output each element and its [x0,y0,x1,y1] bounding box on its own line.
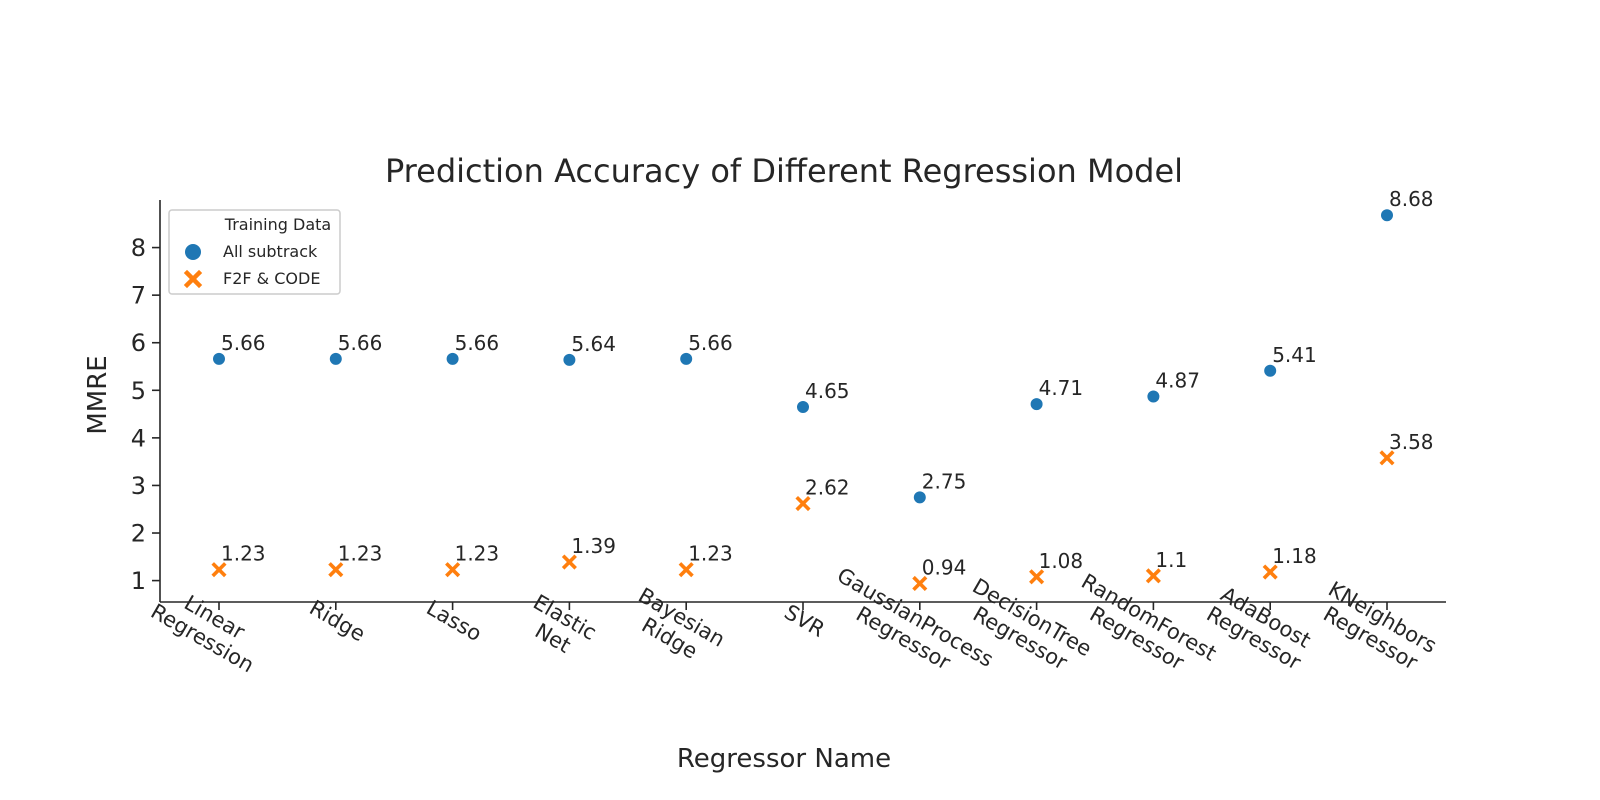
x-axis-label: Regressor Name [677,744,891,774]
point-all-subtrack [912,490,927,505]
data-label: 2.62 [805,476,850,500]
x-marker-stroke [1145,568,1161,584]
data-label: 5.66 [338,331,383,355]
x-marker-stroke [912,575,928,591]
legend: Training Data All subtrack F2F & CODE [168,209,341,295]
x-tick-label: BayesianRidge [622,583,729,672]
point-f2f-code [1145,568,1161,584]
point-f2f-code [912,575,928,591]
point-f2f-code [1029,569,1045,585]
data-label: 5.66 [221,331,266,355]
point-f2f-code [1262,564,1278,580]
x-tick-label: LinearRegression [147,578,270,677]
data-label: 5.66 [455,331,500,355]
y-tick-label: 5 [131,377,146,405]
data-label: 1.23 [688,542,733,566]
data-label: 8.68 [1389,187,1434,211]
x-marker-stroke [678,562,694,578]
point-all-subtrack [212,351,226,366]
data-label: 1.1 [1155,548,1187,572]
y-tick-label: 2 [131,520,146,548]
x-marker-stroke [1379,450,1395,466]
y-ticks: 1 2 3 4 5 6 7 8 [131,234,160,595]
data-label: 2.75 [922,469,967,493]
data-label: 1.23 [221,542,266,566]
legend-entry-label: All subtrack [223,242,318,261]
y-tick-label: 8 [131,234,146,262]
point-f2f-code [328,562,344,578]
data-label: 5.64 [571,332,616,356]
data-label: 1.08 [1039,549,1084,573]
point-all-subtrack [679,351,694,366]
legend-marker-f2f-code [183,269,203,289]
point-f2f-code [795,495,811,512]
data-label: 0.94 [922,555,967,579]
x-marker-stroke [795,495,811,512]
y-tick-label: 1 [131,567,146,595]
y-tick-label: 6 [131,329,146,357]
point-f2f-code [678,562,694,578]
data-label: 4.65 [805,379,850,403]
point-all-subtrack [796,399,810,414]
data-label: 3.58 [1389,430,1434,454]
point-f2f-code [1379,450,1395,466]
x-tick-label: Lasso [422,596,485,646]
x-marker-stroke [183,269,203,289]
data-label: 5.66 [688,331,733,355]
x-tick-label: SVR [780,600,829,642]
x-tick-label: AdaBoostRegressor [1202,581,1317,675]
point-all-subtrack [445,351,460,366]
x-tick-label: RandomForestRegressor [1065,569,1220,686]
x-marker-stroke [445,562,461,578]
data-label: 1.23 [338,542,383,566]
point-all-subtrack [1146,389,1161,404]
data-marks: 5.66 5.66 5.66 5.64 5.66 4.65 2.75 4.71 4.87 5.41… [211,187,1434,591]
legend-box [168,209,341,295]
legend-entry-label: F2F & CODE [223,269,320,288]
point-all-subtrack [562,352,577,367]
point-f2f-code [445,562,461,578]
point-all-subtrack [1380,208,1394,223]
point-all-subtrack [1263,363,1278,378]
x-tick-label: KNeighborsRegressor [1312,577,1440,679]
x-ticks: LinearRegression Ridge Lasso ElasticNet Baye… [147,563,1441,693]
x-marker-stroke [211,562,227,578]
x-tick-label: Ridge [305,596,369,647]
data-label: 1.39 [571,534,616,558]
x-marker-stroke [561,554,577,570]
point-f2f-code [211,562,227,578]
y-axis-label: MMRE [83,355,113,434]
data-label: 4.87 [1155,368,1200,392]
x-marker-stroke [1029,569,1045,585]
data-label: 4.71 [1039,376,1084,400]
y-tick-label: 4 [131,424,146,452]
point-all-subtrack [328,351,343,366]
x-marker-stroke [328,562,344,578]
x-tick-label-line: Ridge [305,596,369,647]
y-tick-label: 3 [131,472,146,500]
y-tick-label: 7 [131,282,146,310]
point-f2f-code [561,554,577,570]
x-tick-label: GaussianProcessRegressor [821,563,997,693]
x-tick-label-line: Lasso [422,596,485,646]
legend-title: Training Data [224,215,331,234]
data-label: 1.18 [1272,544,1317,568]
x-marker-stroke [1262,564,1278,580]
x-tick-label-line: SVR [780,600,829,642]
point-all-subtrack [1029,397,1044,412]
legend-marker-all-subtrack [185,244,201,260]
data-label: 1.23 [455,542,500,566]
chart-title: Prediction Accuracy of Different Regress… [385,152,1183,190]
data-label: 5.41 [1272,343,1317,367]
